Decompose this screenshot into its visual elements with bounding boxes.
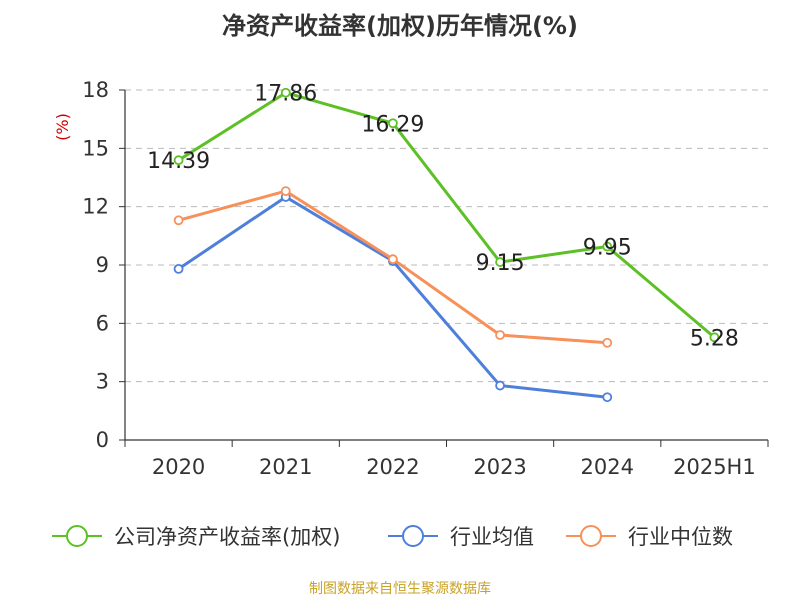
data-point — [602, 392, 613, 403]
chart-title: 净资产收益率(加权)历年情况(%) — [222, 12, 578, 40]
y-tick-label: 12 — [82, 195, 109, 219]
y-tick-label: 15 — [82, 136, 109, 160]
x-tick-label: 2020 — [152, 455, 205, 479]
legend-label: 公司净资产收益率(加权) — [114, 525, 340, 549]
data-point — [602, 241, 613, 252]
data-label: 9.15 — [476, 251, 525, 276]
legend-item[interactable]: 公司净资产收益率(加权) — [52, 525, 340, 549]
data-point — [495, 380, 505, 391]
legend-label: 行业均值 — [450, 525, 534, 549]
data-point — [280, 186, 291, 197]
data-point — [709, 332, 720, 343]
legend-circle-icon — [402, 525, 424, 547]
series-line — [178, 189, 608, 345]
data-point — [388, 254, 398, 265]
y-tick-label: 9 — [96, 253, 109, 277]
series-line — [177, 91, 716, 339]
y-tick-label: 6 — [96, 311, 109, 335]
x-tick-label: 2021 — [259, 455, 312, 479]
data-point — [388, 118, 398, 129]
x-tick-label: 2024 — [581, 455, 634, 479]
legend-item[interactable]: 行业均值 — [388, 525, 534, 549]
data-point — [495, 257, 505, 267]
data-label: 16.29 — [361, 112, 424, 137]
series-lines — [173, 87, 720, 403]
x-tick-label: 2023 — [473, 455, 526, 479]
data-point — [280, 87, 291, 98]
y-axis-unit-label: (%) — [53, 113, 72, 141]
data-point — [173, 215, 184, 226]
x-tick-label: 2025H1 — [673, 455, 756, 479]
y-tick-label: 3 — [96, 370, 109, 394]
data-point — [173, 155, 184, 166]
data-label: 5.28 — [690, 326, 739, 351]
data-point — [173, 263, 184, 274]
data-point — [495, 330, 505, 340]
data-label: 17.86 — [254, 82, 317, 107]
data-label: 14.39 — [147, 149, 210, 174]
y-tick-label: 18 — [82, 78, 109, 102]
legend-circle-icon — [580, 525, 602, 547]
axes: 0 3 6 9 12 15 18 2020 2021 2022 2023 2024 2025H1 — [82, 78, 769, 479]
legend-circle-icon — [66, 525, 88, 547]
data-label: 9.95 — [583, 236, 632, 261]
legend-item[interactable]: 行业中位数 — [566, 525, 733, 549]
legend-label: 行业中位数 — [628, 525, 733, 549]
x-tick-label: 2022 — [366, 455, 419, 479]
series-line — [177, 195, 608, 399]
data-labels: 14.39 17.86 16.29 9.15 9.95 5.28 — [147, 82, 739, 352]
data-point — [602, 337, 613, 348]
source-note: 制图数据来自恒生聚源数据库 — [309, 581, 491, 597]
y-tick-label: 0 — [96, 428, 109, 452]
legend: 公司净资产收益率(加权) 行业均值 行业中位数 — [52, 525, 733, 549]
